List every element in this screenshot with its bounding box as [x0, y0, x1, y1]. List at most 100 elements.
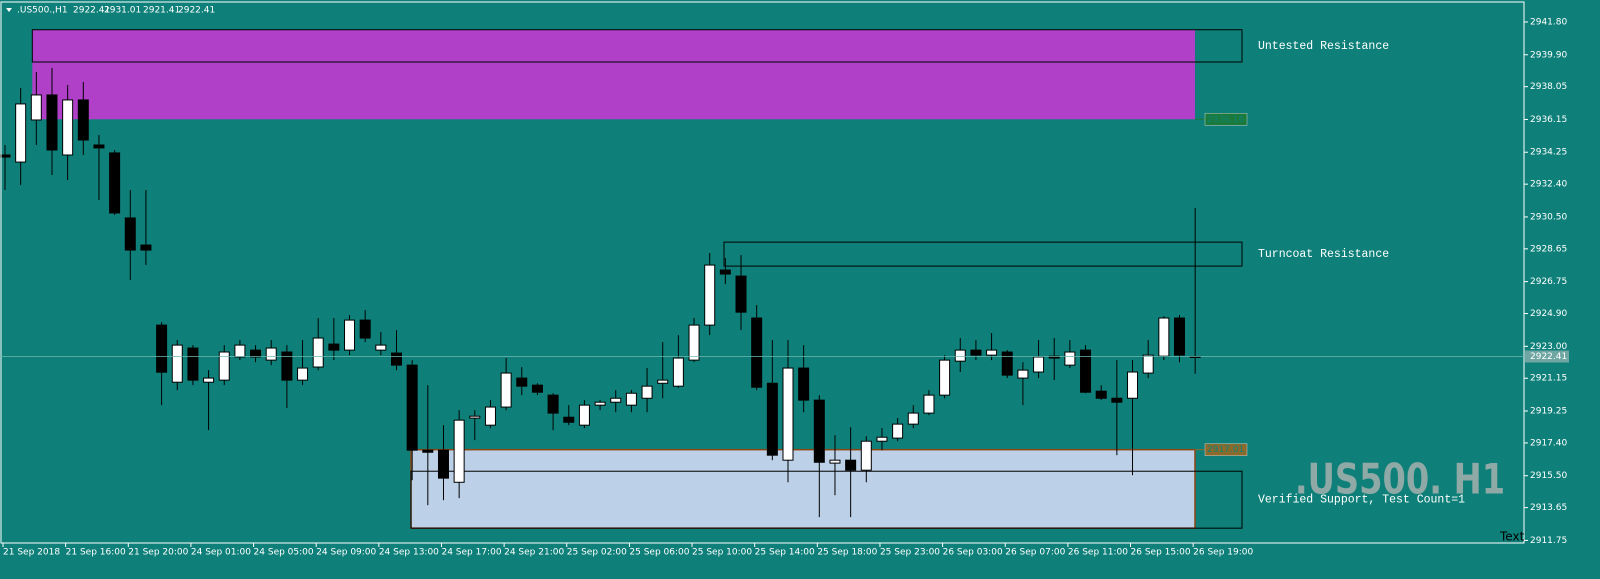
x-tick-label: 25 Sep 06:00 — [629, 548, 689, 558]
y-tick-label: 2934.25 — [1530, 148, 1567, 158]
candle-body — [124, 217, 136, 251]
candle-body — [406, 364, 418, 451]
zone-label: Turncoat Resistance — [1258, 248, 1389, 261]
candle-body — [391, 352, 402, 366]
candle-body — [250, 349, 262, 358]
candle-body — [892, 423, 904, 439]
candle-body — [203, 377, 215, 383]
zone-fill — [410, 448, 1196, 529]
candle-body — [766, 382, 778, 456]
header-high: 2931.01 — [104, 6, 141, 16]
candle-body — [688, 324, 700, 361]
candle-body — [171, 344, 183, 383]
x-tick-label: 21 Sep 2018 — [3, 548, 60, 558]
candle-body — [1158, 317, 1170, 357]
candle-body — [782, 367, 794, 461]
candle-body — [0, 154, 11, 158]
x-tick-label: 25 Sep 02:00 — [567, 548, 627, 558]
candle-body — [610, 397, 622, 403]
candle-body — [923, 394, 935, 414]
candle-body — [672, 357, 684, 387]
candle-body — [1033, 356, 1045, 373]
candle-body — [234, 344, 246, 358]
candle-body — [1017, 369, 1029, 379]
corner-text: Text — [1499, 530, 1525, 544]
zones: Untested Resistance 2936.16 Turncoat Resis… — [31, 29, 1465, 529]
candle-body — [751, 317, 763, 388]
x-tick-label: 25 Sep 10:00 — [692, 548, 752, 558]
candle-body — [156, 324, 168, 373]
candle-body — [187, 347, 199, 381]
y-tick-label: 2913.65 — [1530, 503, 1567, 513]
zone-level-label: 2917.01 — [1207, 445, 1244, 455]
menu-arrow — [6, 8, 12, 12]
header-open: 2922.41 — [73, 6, 110, 16]
y-tick-label: 2917.40 — [1530, 438, 1567, 448]
y-tick-label: 2928.65 — [1530, 244, 1567, 254]
candle-body — [15, 103, 27, 163]
candle-body — [62, 99, 74, 156]
candle-body — [578, 404, 590, 426]
candle-body — [46, 94, 58, 151]
candle-body — [109, 152, 121, 214]
x-tick-label: 25 Sep 23:00 — [880, 548, 940, 558]
candle-body — [30, 94, 42, 121]
zone-box — [410, 470, 1243, 529]
candle-body — [328, 343, 340, 351]
candle-body — [1142, 354, 1154, 374]
candle-body — [422, 449, 434, 453]
candle-body — [531, 384, 543, 393]
candle-body — [845, 459, 857, 471]
candle-body — [1001, 351, 1013, 376]
current-price-tag — [1525, 350, 1569, 363]
candle-body — [344, 319, 356, 351]
x-tick-label: 26 Sep 03:00 — [943, 548, 1003, 558]
zone-fill — [32, 29, 1196, 120]
x-tick-label: 24 Sep 13:00 — [379, 548, 439, 558]
header-low: 2921.41 — [143, 6, 180, 16]
x-tick-label: 24 Sep 09:00 — [316, 548, 376, 558]
zone-level-tag — [1204, 443, 1248, 456]
candle-body — [1064, 351, 1076, 366]
candle-body — [986, 349, 998, 356]
candle-body — [359, 319, 371, 339]
watermark: .US500. H1 — [1295, 455, 1505, 504]
candles — [0, 67, 1201, 518]
candle-body — [453, 419, 465, 483]
candle-body — [500, 372, 512, 408]
candle-body — [704, 264, 716, 326]
current-price-label: 2922.41 — [1530, 352, 1567, 362]
candle-body — [829, 459, 841, 464]
candle-body — [93, 144, 105, 149]
candle-body — [954, 349, 966, 362]
header-close: 2922.41 — [178, 6, 215, 16]
candle-body — [907, 412, 919, 425]
candle-body — [657, 379, 669, 384]
candle-body — [876, 436, 888, 442]
zone-level-tag — [1204, 113, 1248, 126]
x-tick-label: 24 Sep 05:00 — [254, 548, 314, 558]
y-tick-label: 2939.90 — [1530, 50, 1567, 60]
x-tick-label: 24 Sep 17:00 — [441, 548, 501, 558]
x-tick-label: 24 Sep 21:00 — [504, 548, 564, 558]
candle-body — [625, 392, 637, 406]
candle-body — [1111, 397, 1123, 403]
y-tick-label: 2921.15 — [1530, 374, 1567, 384]
header-symbol: .US500.,H1 — [17, 6, 68, 16]
candle-body — [375, 344, 387, 351]
x-tick-label: 26 Sep 07:00 — [1005, 548, 1065, 558]
y-tick-label: 2923.00 — [1530, 342, 1567, 352]
candle-body — [719, 269, 731, 275]
candle-body — [860, 440, 872, 471]
candle-body — [547, 394, 559, 414]
candle-body — [1095, 390, 1107, 399]
x-tick-label: 21 Sep 16:00 — [66, 548, 126, 558]
x-tick-label: 26 Sep 15:00 — [1131, 548, 1191, 558]
candle-body — [218, 351, 230, 381]
y-tick-label: 2930.50 — [1530, 212, 1567, 222]
candle-body — [265, 347, 277, 361]
candle-body — [140, 244, 152, 251]
plot-border — [0, 1, 1525, 544]
candle-body — [735, 275, 747, 313]
y-tick-label: 2941.80 — [1530, 17, 1567, 27]
